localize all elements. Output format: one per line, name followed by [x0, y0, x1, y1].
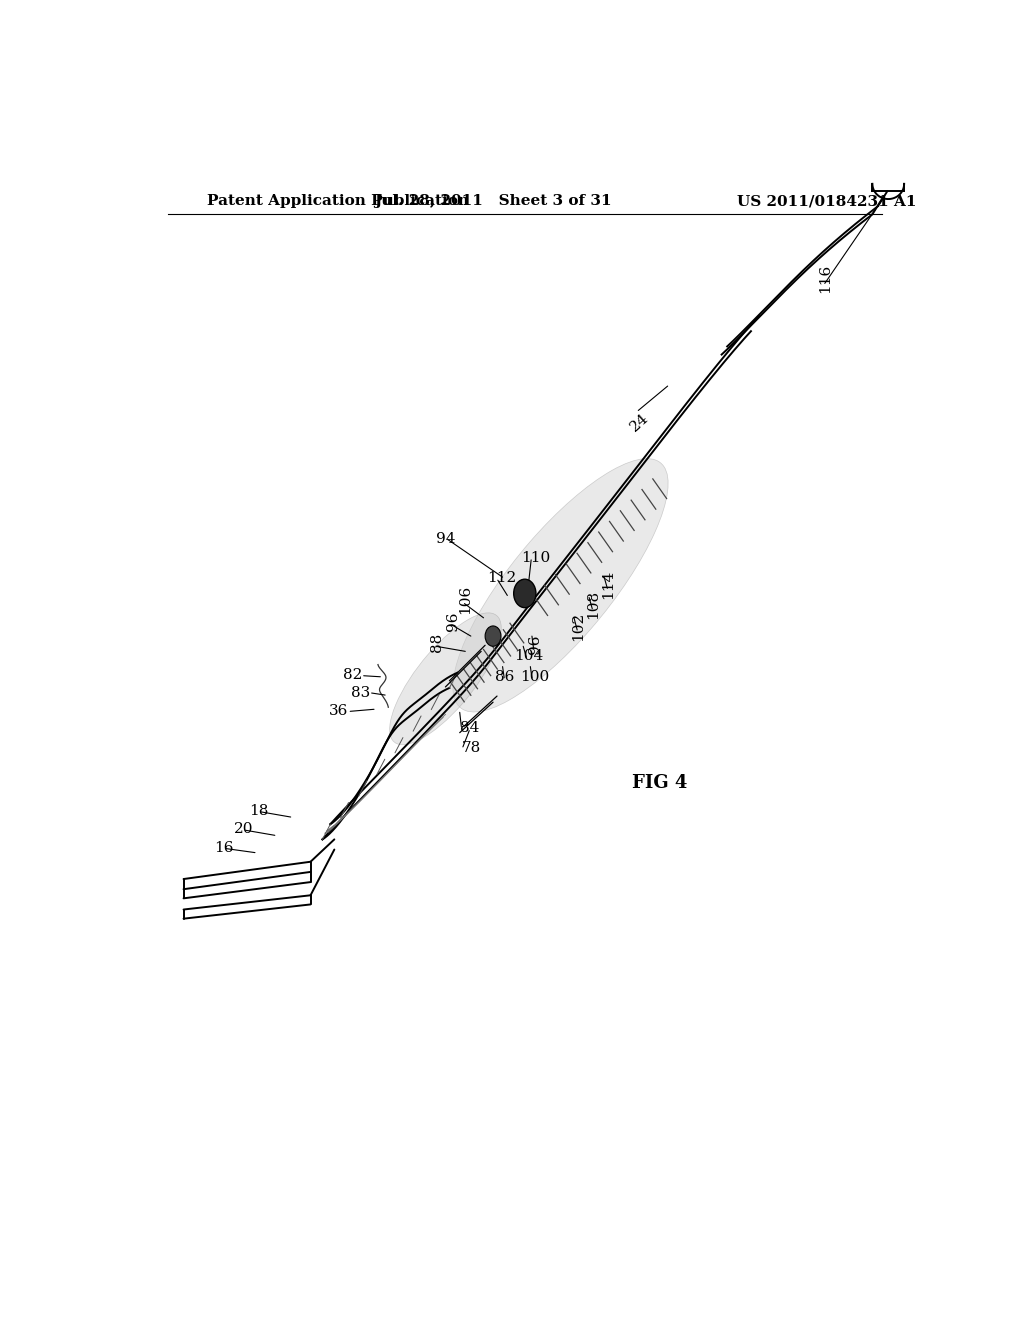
Text: 102: 102: [570, 611, 585, 640]
Text: 94: 94: [436, 532, 456, 545]
Text: 112: 112: [486, 572, 516, 585]
Text: 100: 100: [520, 669, 549, 684]
Circle shape: [514, 579, 536, 607]
Text: 16: 16: [214, 841, 233, 854]
Text: 36: 36: [330, 705, 348, 718]
Text: 114: 114: [601, 570, 615, 599]
Text: 24: 24: [628, 411, 652, 434]
Circle shape: [485, 626, 501, 647]
Text: FIG 4: FIG 4: [632, 775, 687, 792]
Ellipse shape: [453, 458, 668, 711]
Text: Patent Application Publication: Patent Application Publication: [207, 194, 469, 209]
Text: 104: 104: [514, 649, 544, 664]
Text: 83: 83: [351, 686, 370, 700]
Text: 108: 108: [586, 590, 600, 619]
Text: 88: 88: [430, 632, 444, 652]
Text: 84: 84: [460, 721, 479, 735]
Text: 96: 96: [528, 635, 542, 653]
Text: 78: 78: [461, 741, 480, 755]
Text: 110: 110: [521, 550, 550, 565]
Text: 86: 86: [495, 669, 514, 684]
Text: 18: 18: [250, 804, 268, 818]
Text: 116: 116: [818, 264, 833, 293]
Text: Jul. 28, 2011   Sheet 3 of 31: Jul. 28, 2011 Sheet 3 of 31: [374, 194, 612, 209]
Text: 106: 106: [458, 585, 472, 614]
Ellipse shape: [389, 612, 502, 744]
Text: 20: 20: [233, 822, 253, 837]
Text: 82: 82: [343, 668, 362, 681]
Text: US 2011/0184231 A1: US 2011/0184231 A1: [736, 194, 916, 209]
Text: 96: 96: [446, 611, 460, 631]
